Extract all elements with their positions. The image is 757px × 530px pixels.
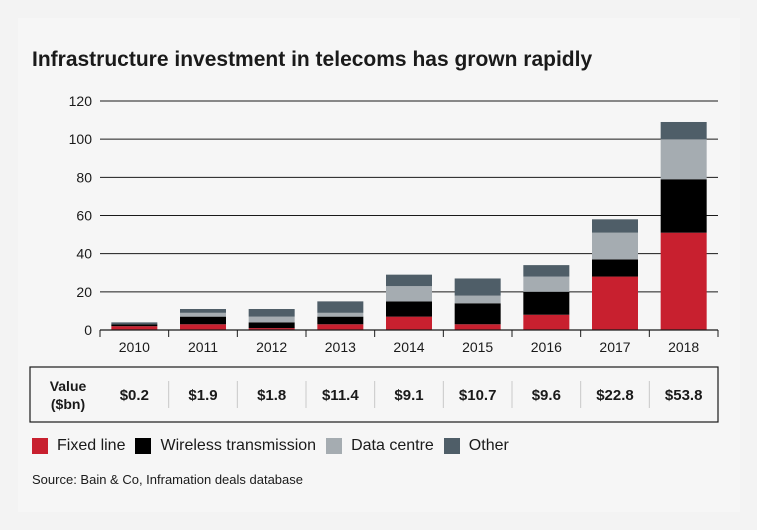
y-tick-label: 120 — [69, 93, 93, 109]
bar-segment-fixed-line-2012 — [248, 328, 295, 330]
bar-segment-fixed-line-2018 — [660, 232, 707, 330]
y-tick-label: 40 — [76, 246, 92, 262]
chart-legend: Fixed line Wireless transmission Data ce… — [32, 437, 519, 455]
bar-segment-data-centre-2016 — [523, 276, 570, 292]
bar-segment-data-centre-2013 — [317, 312, 364, 317]
x-tick-label: 2012 — [256, 339, 287, 355]
legend-label-wireless-transmission: Wireless transmission — [160, 437, 317, 454]
bar-segment-data-centre-2014 — [386, 286, 432, 302]
bar-segment-fixed-line-2014 — [386, 316, 432, 330]
y-tick-label: 60 — [76, 208, 92, 224]
value-table-cell: $22.8 — [596, 387, 634, 404]
legend-item-other: Other — [443, 437, 509, 455]
x-tick-label: 2018 — [668, 339, 699, 355]
legend-item-fixed-line: Fixed line — [32, 437, 125, 455]
value-table-cell: $53.8 — [665, 387, 703, 404]
bar-segment-wireless-transmission-2018 — [660, 179, 707, 233]
bar-segment-fixed-line-2011 — [180, 324, 226, 330]
value-table-cell: $0.2 — [120, 387, 149, 404]
legend-swatch-wireless-transmission — [135, 438, 152, 454]
bar-segment-other-2016 — [523, 265, 570, 277]
x-tick-label: 2015 — [462, 339, 493, 355]
bar-segment-fixed-line-2010 — [111, 326, 158, 330]
value-table-cell: $10.7 — [459, 387, 497, 404]
value-table-border — [29, 366, 719, 423]
legend-swatch-other — [443, 438, 460, 454]
source-note: Source: Bain & Co, Inframation deals dat… — [32, 472, 303, 487]
bar-segment-fixed-line-2016 — [523, 314, 570, 330]
value-table-cell: $9.1 — [394, 387, 423, 404]
legend-label-data-centre: Data centre — [351, 437, 434, 454]
x-tick-label: 2016 — [531, 339, 562, 355]
x-tick-label: 2010 — [119, 339, 150, 355]
bar-segment-wireless-transmission-2013 — [317, 316, 364, 325]
bar-segment-wireless-transmission-2017 — [592, 259, 638, 277]
bar-segment-wireless-transmission-2015 — [454, 303, 501, 325]
bar-segment-data-centre-2017 — [592, 232, 638, 260]
x-tick-label: 2011 — [188, 339, 218, 355]
bar-segment-other-2017 — [592, 219, 638, 233]
chart-title: Infrastructure investment in telecoms ha… — [32, 48, 593, 71]
legend-item-wireless-transmission: Wireless transmission — [135, 437, 316, 455]
legend-label-other: Other — [468, 437, 509, 454]
y-tick-label: 0 — [84, 322, 92, 338]
legend-label-fixed-line: Fixed line — [57, 437, 126, 454]
y-tick-label: 20 — [76, 284, 92, 300]
y-tick-label: 80 — [76, 169, 92, 185]
bar-segment-other-2011 — [180, 309, 226, 313]
legend-swatch-fixed-line — [32, 438, 48, 454]
value-table-label-line1: Value — [49, 378, 87, 394]
bar-segment-other-2014 — [386, 274, 432, 287]
bar-segment-fixed-line-2017 — [592, 276, 638, 330]
legend-item-data-centre: Data centre — [326, 437, 434, 455]
legend-swatch-data-centre — [326, 438, 343, 454]
x-tick-label: 2014 — [393, 339, 424, 355]
bar-segment-other-2013 — [317, 301, 364, 313]
bar-segment-data-centre-2012 — [248, 316, 295, 323]
value-table-label-line2: ($bn) — [50, 396, 86, 412]
value-table-cell: $1.9 — [188, 387, 217, 404]
x-tick-label: 2017 — [599, 339, 630, 355]
bar-segment-wireless-transmission-2016 — [523, 291, 570, 315]
value-table-cell: $11.4 — [322, 387, 359, 404]
bar-segment-wireless-transmission-2011 — [180, 316, 226, 325]
bar-segment-data-centre-2011 — [180, 312, 226, 317]
bar-segment-data-centre-2015 — [454, 295, 501, 304]
bar-segment-wireless-transmission-2012 — [248, 322, 295, 329]
x-tick-label: 2013 — [325, 339, 356, 355]
bar-segment-other-2018 — [660, 121, 707, 140]
value-table-cell: $1.8 — [257, 387, 286, 404]
bar-segment-data-centre-2018 — [660, 139, 707, 180]
bar-segment-fixed-line-2013 — [317, 324, 364, 330]
y-tick-label: 100 — [69, 131, 93, 147]
bar-segment-wireless-transmission-2010 — [111, 324, 158, 327]
bar-segment-wireless-transmission-2014 — [386, 301, 432, 317]
bar-segment-other-2010 — [111, 322, 158, 325]
bar-segment-other-2012 — [248, 309, 295, 317]
value-table-label: Value ($bn) — [32, 377, 104, 413]
bar-segment-other-2015 — [454, 278, 501, 296]
bar-segment-fixed-line-2015 — [454, 324, 501, 330]
value-table-cell: $9.6 — [532, 387, 561, 404]
